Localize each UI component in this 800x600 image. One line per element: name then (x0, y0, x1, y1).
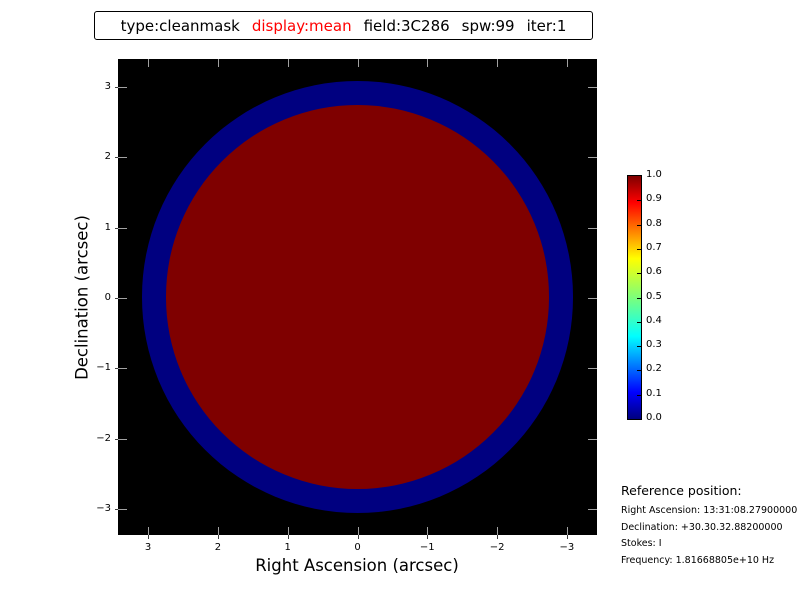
colorbar-tick (637, 273, 641, 275)
x-tick-label: −3 (559, 542, 575, 553)
x-tick-label: 1 (284, 542, 291, 553)
colorbar-tick-label: 0.1 (646, 387, 662, 399)
colorbar-tick-label: 0.8 (646, 217, 662, 229)
y-tick-outer (115, 87, 118, 89)
x-tick-outer (217, 535, 219, 539)
y-tick-right (588, 438, 597, 440)
reference-line: Stokes: I (621, 538, 662, 549)
y-tick-left (118, 298, 127, 299)
y-tick-outer (115, 508, 118, 510)
colorbar-tick-label: 0.9 (646, 193, 662, 205)
y-tick-label: −1 (96, 362, 111, 374)
colorbar-tick-label: 0.2 (646, 363, 662, 375)
y-tick-label: 3 (104, 81, 111, 93)
colorbar-tick (637, 297, 641, 299)
colorbar-tick (637, 248, 641, 250)
y-tick-left (118, 227, 127, 229)
y-tick-right (588, 227, 597, 229)
x-tick-top (357, 59, 359, 67)
x-tick-outer (497, 535, 499, 539)
x-tick-bottom (287, 527, 289, 535)
y-tick-left (118, 157, 127, 159)
y-tick-left (118, 368, 127, 370)
title-part: iter:1 (526, 16, 567, 35)
colorbar-tick-label: 0.3 (646, 339, 662, 351)
title-box: type:cleanmask display:mean field:3C286 spw… (94, 11, 593, 40)
y-tick-right (588, 157, 597, 159)
plot-area[interactable] (118, 59, 597, 535)
y-tick-right (588, 368, 597, 370)
reference-lines: Right Ascension: 13:31:08.27900000 Declin… (621, 505, 797, 566)
y-tick-left (118, 438, 127, 440)
x-tick-bottom (497, 527, 499, 535)
x-tick-bottom (217, 527, 219, 535)
y-tick-label: 2 (104, 151, 111, 163)
colorbar-tick (637, 200, 641, 202)
title-part: display:mean (251, 16, 352, 35)
mask-interior (165, 105, 550, 489)
title-part: type:cleanmask (120, 16, 240, 35)
x-tick-outer (566, 535, 568, 539)
y-tick-outer (115, 298, 118, 299)
colorbar-tick (637, 224, 641, 226)
y-tick-label: −3 (96, 502, 111, 514)
y-tick-outer (115, 368, 118, 370)
y-tick-outer (115, 438, 118, 440)
reference-line: Right Ascension: 13:31:08.27900000 (621, 505, 798, 516)
reference-position-block: Reference position: Right Ascension: 13:… (621, 483, 797, 571)
colorbar-tick (637, 394, 641, 396)
colorbar-tick-label: 0.7 (646, 241, 662, 253)
y-tick-outer (115, 227, 118, 229)
y-tick-left (118, 508, 127, 510)
x-tick-outer (148, 535, 150, 539)
colorbar-tick (637, 346, 641, 348)
y-tick-outer (115, 157, 118, 159)
x-tick-outer (427, 535, 429, 539)
x-tick-outer (357, 535, 359, 539)
y-tick-right (588, 87, 597, 89)
x-tick-label: 3 (144, 542, 152, 553)
x-tick-label: −2 (489, 542, 505, 553)
x-tick-top (217, 59, 219, 67)
title-part: spw:99 (461, 16, 515, 35)
x-axis-label: Right Ascension (arcsec) (255, 556, 459, 575)
title-part: field:3C286 (363, 16, 450, 35)
reference-line: Declination: +30.30.32.88200000 (621, 521, 783, 533)
x-tick-label: 0 (354, 542, 361, 553)
y-tick-right (588, 298, 597, 299)
reference-line: Frequency: 1.81668805e+10 Hz (621, 554, 775, 566)
colorbar-tick-label: 0.5 (646, 290, 662, 302)
y-tick-left (118, 87, 127, 89)
x-tick-bottom (148, 527, 150, 535)
x-tick-top (148, 59, 150, 67)
reference-header: Reference position: (621, 483, 742, 498)
colorbar-tick-label: 0.4 (646, 314, 662, 326)
x-tick-label: −1 (419, 542, 435, 553)
x-tick-bottom (427, 527, 429, 535)
x-tick-top (566, 59, 568, 67)
y-axis-label: Declination (arcsec) (72, 215, 92, 380)
x-tick-top (287, 59, 289, 67)
y-tick-label: 1 (104, 221, 111, 233)
y-tick-right (588, 508, 597, 510)
colorbar-tick (637, 321, 641, 323)
y-tick-label: −2 (96, 432, 111, 444)
x-tick-top (427, 59, 429, 67)
colorbar (627, 175, 642, 420)
x-tick-outer (287, 535, 289, 539)
x-tick-bottom (357, 527, 359, 535)
x-tick-bottom (566, 527, 568, 535)
colorbar-tick-label: 1.0 (646, 169, 662, 180)
colorbar-tick-label: 0.0 (646, 412, 662, 423)
y-tick-label: 0 (104, 292, 111, 303)
x-tick-top (497, 59, 499, 67)
colorbar-tick (637, 370, 641, 372)
colorbar-tick-label: 0.6 (646, 266, 662, 278)
x-tick-label: 2 (214, 542, 222, 553)
